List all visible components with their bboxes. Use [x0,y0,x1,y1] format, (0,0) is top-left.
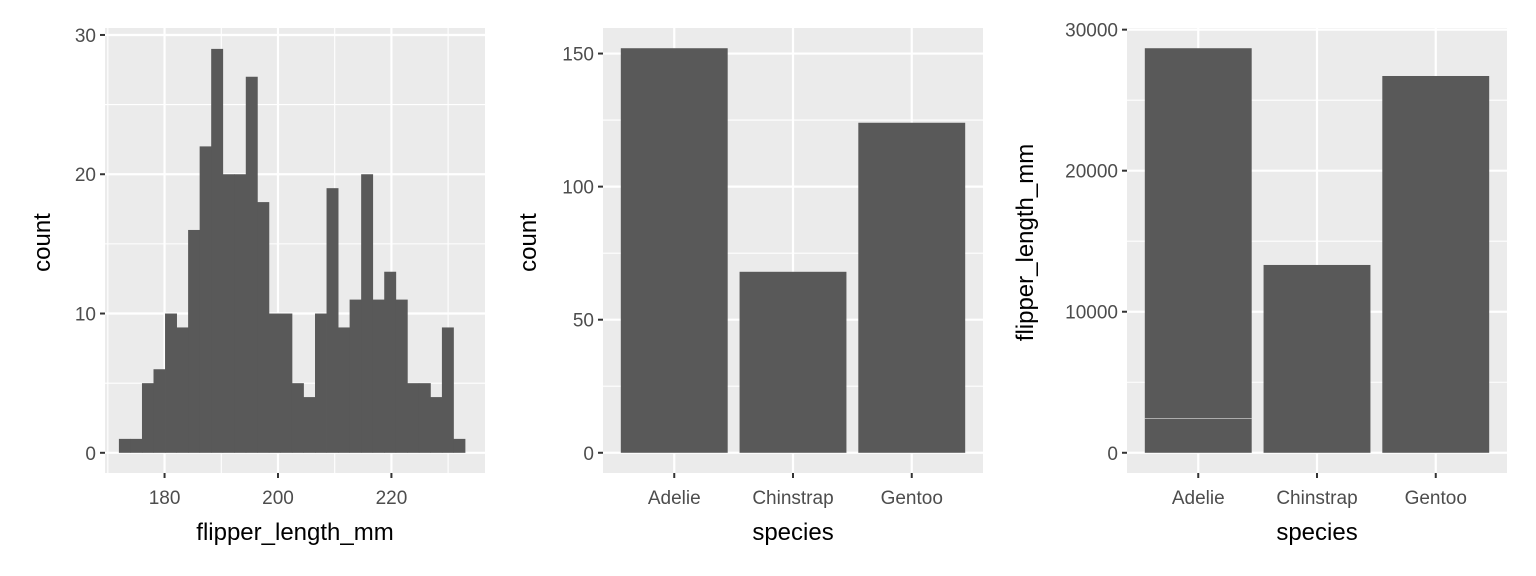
y-tick-label: 30000 [1065,21,1118,42]
y-tick-label: 20000 [1065,162,1118,183]
histogram-bar [188,229,201,453]
histogram-bar [176,327,189,453]
histogram-bar [222,174,235,453]
histogram-bar [441,327,454,453]
histogram-bar [453,438,466,453]
histogram-bar [165,313,177,453]
histogram-bar [268,313,281,453]
histogram-bar [338,327,351,453]
histogram-bar [280,313,293,453]
histogram-bar [291,383,304,453]
histogram-bar [234,174,247,453]
x-tick-label: Chinstrap [1276,488,1357,509]
x-axis-title: flipper_length_mm [196,519,393,546]
x-tick-label: Gentoo [1405,488,1467,509]
y-axis-title: count [515,213,542,272]
histogram-bar [361,174,374,453]
histogram-bar [349,299,362,453]
histogram-bar [395,299,408,453]
histogram-bar [430,397,443,453]
y-axis-title: count [29,213,56,272]
histogram-panel: 0 10 20 30 180 200 220 flipper_length_mm count [29,26,485,546]
x-axis-title: species [1276,519,1357,546]
histogram-bar [141,383,154,453]
histogram-bar [211,48,224,453]
x-tick-label: Gentoo [881,488,943,509]
histogram-bar [257,202,270,453]
histogram-bar [130,438,143,453]
x-tick-label: Adelie [1172,488,1225,509]
x-axis-title: species [752,519,833,546]
histogram-bar [303,397,316,453]
x-tick-label: 220 [376,488,408,509]
histogram-bar [245,76,258,453]
y-tick-label: 10 [75,305,96,326]
histogram-bar [372,299,385,453]
x-tick-label: 200 [262,488,294,509]
bar-gentoo [1382,75,1490,453]
histogram-bar [326,188,339,453]
y-tick-label: 0 [1107,444,1118,465]
y-tick-label: 100 [562,178,594,199]
bar-gentoo [858,122,966,453]
x-tick-label: Chinstrap [752,488,833,509]
y-tick-label: 0 [583,444,594,465]
histogram-bar [153,369,166,453]
x-tick-label: Adelie [648,488,701,509]
y-axis-title: flipper_length_mm [1012,144,1039,341]
species-flipper-sum-panel: 0 10000 20000 30000 Adelie Chinstrap Gentoo spe… [1012,21,1507,546]
y-tick-label: 0 [85,444,96,465]
x-tick-label: 180 [149,488,181,509]
species-count-panel: 0 50 100 150 Adelie Chinstrap Gentoo species cou… [515,28,983,546]
y-tick-label: 30 [75,26,96,47]
histogram-bar [315,313,327,453]
histogram-bar [384,271,397,453]
bar-adelie [620,48,728,453]
y-tick-label: 10000 [1065,303,1118,324]
bar-adelie [1144,418,1252,453]
histogram-bar [118,438,131,453]
y-tick-label: 50 [573,311,594,332]
y-tick-label: 20 [75,165,96,186]
histogram-bar [418,383,431,453]
histogram-bar [199,146,212,453]
histogram-bar [407,383,420,453]
bar-adelie [1144,48,1252,419]
bar-chinstrap [739,271,847,453]
bar-chinstrap [1263,264,1371,453]
y-tick-label: 150 [562,45,594,66]
